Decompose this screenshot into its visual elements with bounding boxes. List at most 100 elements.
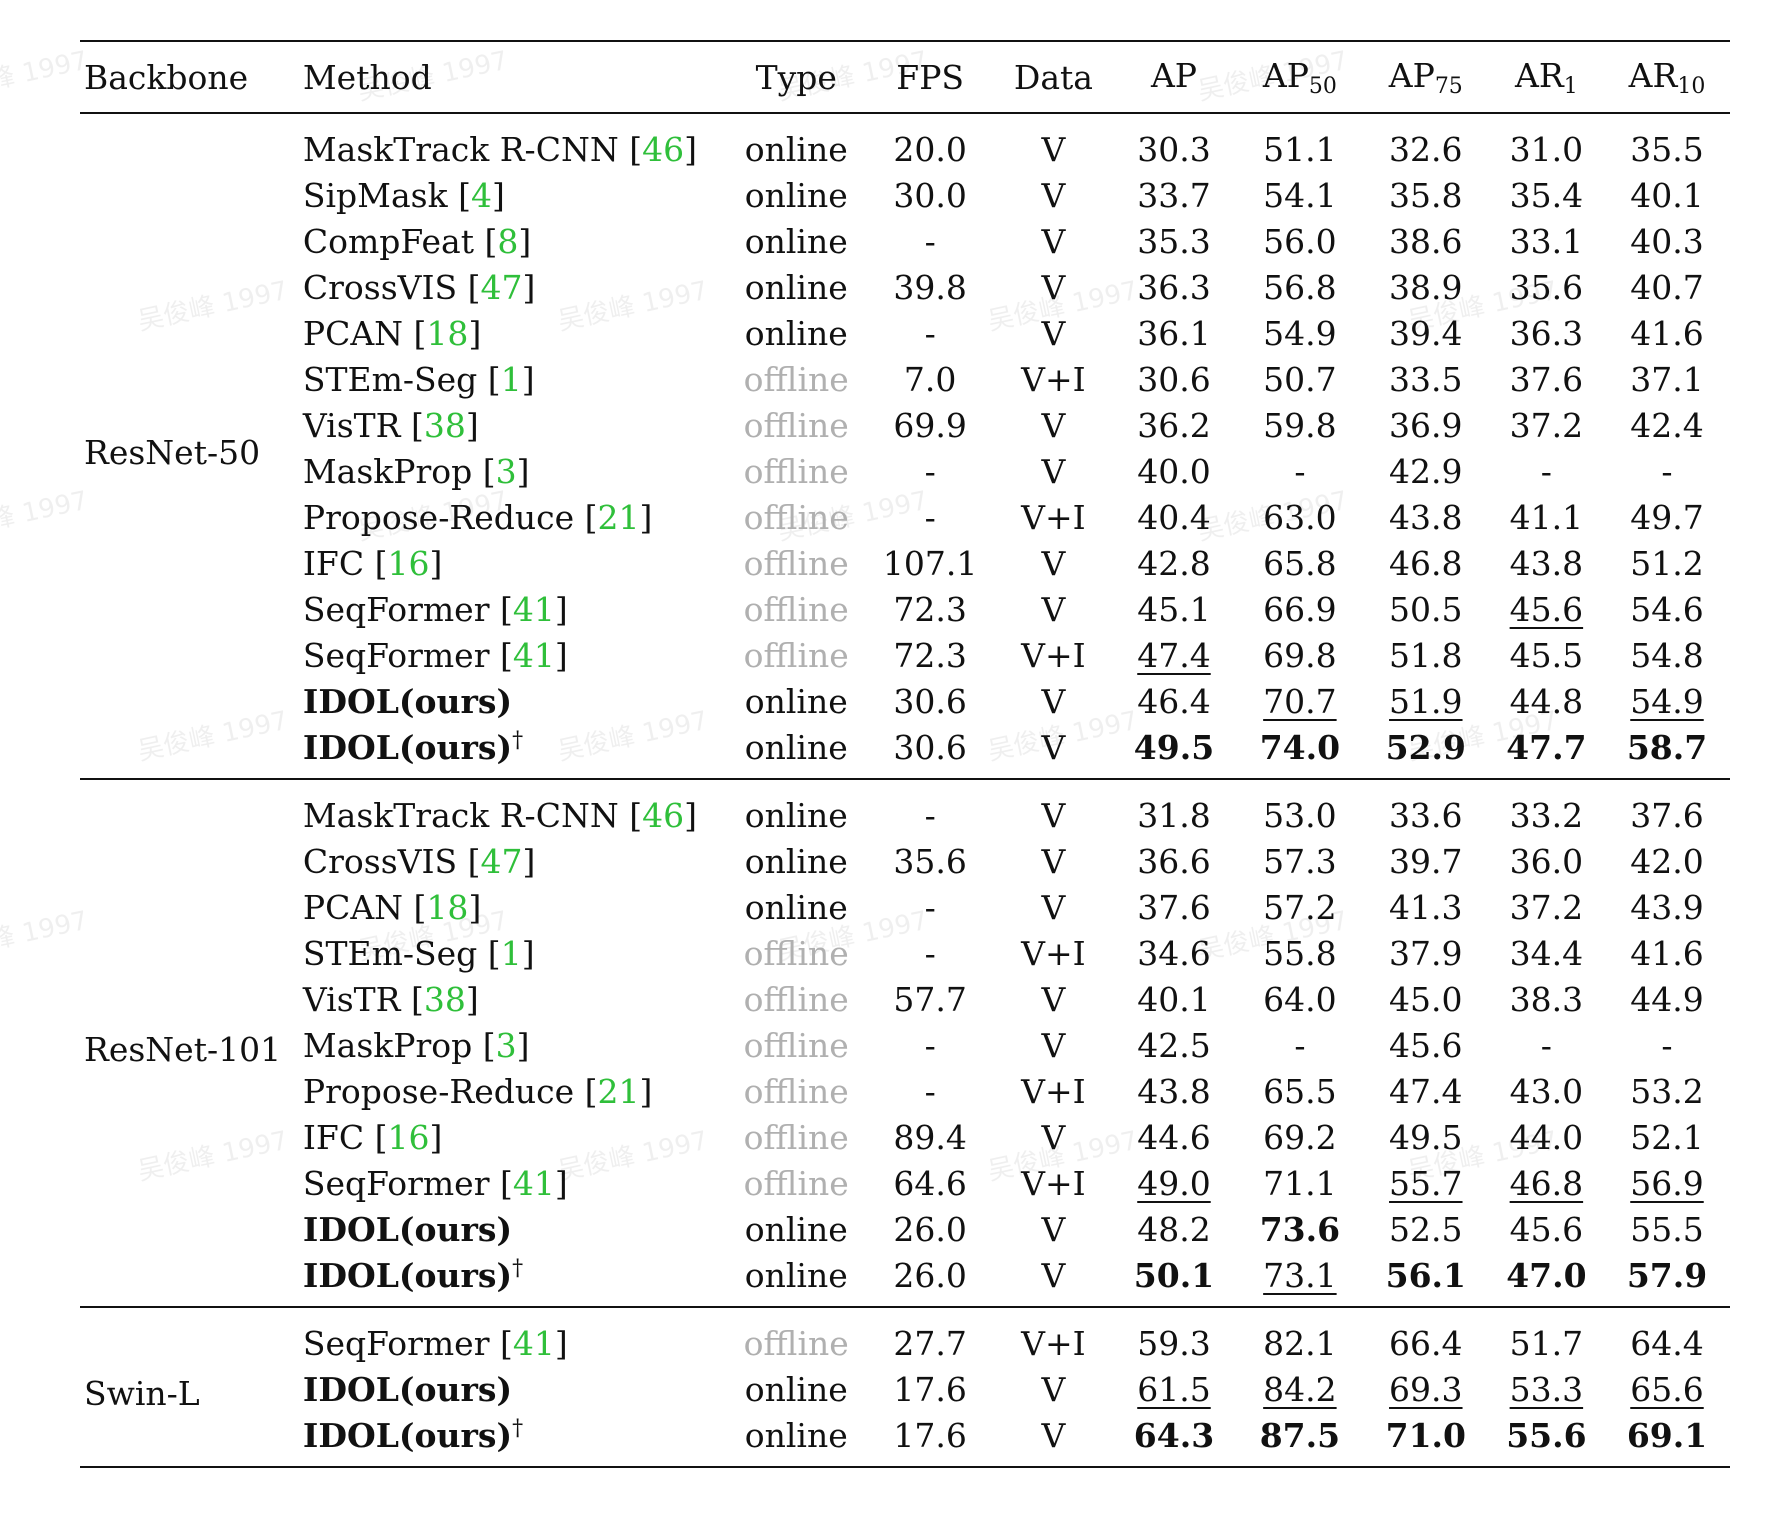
citation-number[interactable]: 4 [470,175,492,215]
ar10-value: 40.7 [1630,267,1704,307]
citation-number[interactable]: 18 [426,887,469,927]
type-cell: online [744,795,848,835]
method-cell: IDOL(ours)† [299,1252,728,1307]
ar1-cell: 36.3 [1489,310,1604,356]
citation-number[interactable]: 16 [387,543,430,583]
citation-number[interactable]: 46 [642,795,685,835]
method-cell: IDOL(ours) [299,1206,728,1252]
ap-cell: 42.8 [1111,540,1237,586]
type-cell: offline [743,543,849,583]
ap-cell: 31.8 [1111,779,1237,838]
citation-number[interactable]: 41 [512,589,555,629]
ap75-cell: 39.4 [1363,310,1489,356]
fps-cell: - [924,933,936,973]
method-name: MaskProp [302,1025,473,1065]
ap-value: 30.3 [1137,129,1211,169]
citation-number[interactable]: 3 [495,451,517,491]
ap50-value: 65.5 [1263,1071,1337,1111]
type-cell: offline [743,635,849,675]
ap50-cell: 69.8 [1237,632,1363,678]
ar1-cell: 38.3 [1489,976,1604,1022]
citation-number[interactable]: 46 [642,129,685,169]
citation-number[interactable]: 1 [500,933,522,973]
fps-cell: 72.3 [893,635,967,675]
ap50-value: 54.1 [1263,175,1337,215]
ap75-cell: 50.5 [1363,586,1489,632]
ap-cell: 44.6 [1111,1114,1237,1160]
citation-number[interactable]: 21 [597,1071,640,1111]
ap-cell: 34.6 [1111,930,1237,976]
ap-cell: 42.5 [1111,1022,1237,1068]
ar1-cell: 43.8 [1489,540,1604,586]
ar10-cell: 53.2 [1604,1068,1730,1114]
citation-number[interactable]: 16 [387,1117,430,1157]
ar1-cell: 41.1 [1489,494,1604,540]
ap-value: 59.3 [1137,1323,1211,1363]
ar1-value: 55.6 [1506,1415,1587,1455]
ap-cell: 36.3 [1111,264,1237,310]
ap-cell: 61.5 [1111,1366,1237,1412]
ar10-value: 43.9 [1630,887,1704,927]
ar10-value: 37.1 [1630,359,1704,399]
fps-cell: 17.6 [893,1369,967,1409]
ar10-value: 69.1 [1626,1415,1708,1455]
method-cell: SipMask [4] [299,172,728,218]
data-cell: V [1041,129,1066,169]
method-cell: Propose-Reduce [21] [299,1068,728,1114]
method-name: IDOL(ours) [302,681,513,721]
citation-number[interactable]: 41 [512,1323,555,1363]
citation: [46] [618,795,697,835]
type-cell: online [744,1209,848,1249]
citation-number[interactable]: 38 [423,405,466,445]
citation-number[interactable]: 41 [512,635,555,675]
ap75-value: 39.4 [1389,313,1463,353]
method-cell: VisTR [38] [299,976,728,1022]
table-row: IDOL(ours)† online 26.0 V 50.1 73.1 56.1 47.0 57… [80,1252,1730,1307]
ar10-cell: 54.8 [1604,632,1730,678]
ar10-cell: 54.6 [1604,586,1730,632]
ap75-value: 52.5 [1389,1209,1463,1249]
citation: [16] [364,543,443,583]
data-cell: V [1041,405,1066,445]
ap-cell: 50.1 [1111,1252,1237,1307]
type-cell: online [744,1415,848,1455]
citation-number[interactable]: 18 [426,313,469,353]
ap-cell: 43.8 [1111,1068,1237,1114]
ar10-cell: 55.5 [1604,1206,1730,1252]
ar1-cell: 43.0 [1489,1068,1604,1114]
ar1-value: 37.2 [1509,887,1584,927]
method-name: PCAN [302,887,404,927]
method-cell: STEm-Seg [1] [299,356,728,402]
table-row: IFC [16] offline 89.4 V 44.6 69.2 49.5 44.0 52.1 [80,1114,1730,1160]
method-name: MaskProp [302,451,473,491]
citation-number[interactable]: 41 [512,1163,555,1203]
citation-number[interactable]: 47 [480,841,523,881]
ap50-value: 87.5 [1259,1415,1341,1455]
method-name: MaskTrack R-CNN [302,795,619,835]
citation-number[interactable]: 47 [480,267,523,307]
method-name: PCAN [302,313,404,353]
method-name: STEm-Seg [302,359,478,399]
method-name: SeqFormer [302,1323,490,1363]
ar10-cell: 40.3 [1604,218,1730,264]
citation-number[interactable]: 21 [597,497,640,537]
citation-number[interactable]: 38 [423,979,466,1019]
ap50-value: 57.3 [1263,841,1337,881]
type-cell: offline [743,1163,849,1203]
citation-number[interactable]: 3 [495,1025,517,1065]
ap75-cell: 49.5 [1363,1114,1489,1160]
ap-value: 36.2 [1137,405,1211,445]
data-cell: V [1041,795,1066,835]
backbone-cell: Swin-L [84,1373,200,1413]
data-cell: V+I [1021,933,1086,973]
ap75-cell: 46.8 [1363,540,1489,586]
citation-number[interactable]: 1 [500,359,522,399]
ar10-value: 41.6 [1630,933,1704,973]
ap50-value: 65.8 [1263,543,1337,583]
ar1-value: 33.2 [1509,795,1584,835]
ap-cell: 40.1 [1111,976,1237,1022]
ar1-value: 35.4 [1509,175,1584,215]
ap50-value: 56.8 [1263,267,1337,307]
data-cell: V [1041,543,1066,583]
citation-number[interactable]: 8 [497,221,519,261]
